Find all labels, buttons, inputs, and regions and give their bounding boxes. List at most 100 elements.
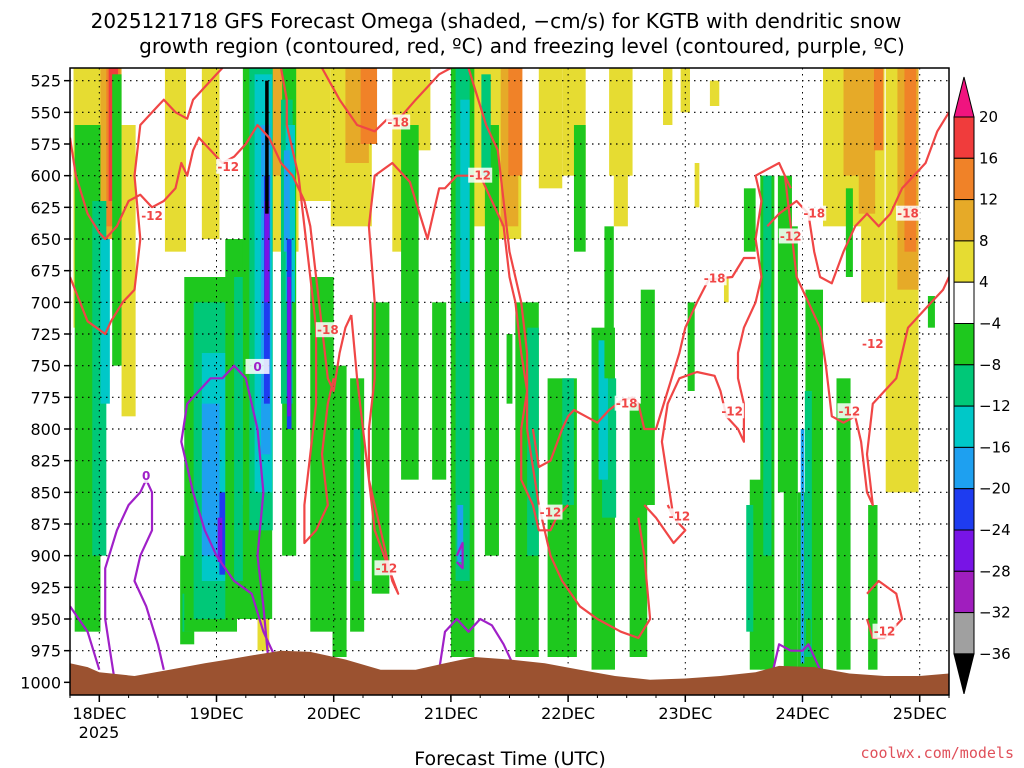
omega-cell <box>121 125 136 417</box>
contour-label: -12 <box>669 509 691 523</box>
dendritic-contour-line <box>783 175 949 507</box>
colorbar-swatch <box>953 116 975 159</box>
colorbar-swatch <box>953 405 975 448</box>
contour-label: -12 <box>141 209 163 223</box>
contour-label-bg <box>667 508 692 524</box>
omega-cell <box>836 378 851 670</box>
omega-cell <box>508 68 523 176</box>
omega-cell <box>604 226 614 379</box>
omega-shading <box>73 68 935 670</box>
omega-cell <box>460 99 470 303</box>
contour-label: -12 <box>469 169 491 183</box>
omega-cell <box>709 80 720 106</box>
omega-cell <box>609 68 633 176</box>
colorbar-label: −24 <box>979 521 1011 539</box>
colorbar-label: 8 <box>979 232 989 250</box>
omega-cell <box>873 68 884 151</box>
contour-label-bg <box>778 228 803 244</box>
contour-label: 0 <box>253 360 261 374</box>
y-tick-label: 600 <box>30 167 61 186</box>
omega-cell <box>743 188 756 252</box>
y-tick-label: 625 <box>30 198 61 217</box>
colorbar-label: 4 <box>979 273 989 291</box>
colorbar-label: −36 <box>979 645 1011 663</box>
colorbar-label: 12 <box>979 191 998 209</box>
omega-cell <box>332 365 347 657</box>
omega-cell <box>783 226 798 670</box>
colorbar-swatch <box>953 281 975 325</box>
freezing-contour-line <box>438 617 517 671</box>
y-tick-label: 850 <box>30 483 61 502</box>
colorbar-swatch <box>953 323 975 366</box>
colorbar-label: −4 <box>979 315 1001 333</box>
contour-label: -12 <box>862 337 884 351</box>
y-axis: 525 550 575 600 625 650 675 700 725 750 775 800 825 8… <box>20 72 70 692</box>
omega-cell <box>371 302 390 594</box>
dendritic-contours <box>70 68 949 640</box>
y-tick-label: 750 <box>30 357 61 376</box>
colorbar-label: −8 <box>979 356 1001 374</box>
chart-title-line-1: 2025121718 GFS Forecast Omega (shaded, −… <box>91 9 902 33</box>
omega-cell <box>100 239 110 404</box>
contour-label: -18 <box>803 207 825 221</box>
colorbar-label: −28 <box>979 562 1011 580</box>
omega-cell <box>217 517 223 562</box>
credit-text: coolwx.com/models <box>860 744 1014 762</box>
omega-cell <box>573 125 586 252</box>
contour-label: -18 <box>616 397 638 411</box>
omega-cell <box>484 125 499 556</box>
omega-cell <box>749 479 762 670</box>
freezing-contour-line <box>180 364 282 671</box>
colorbar-swatch <box>953 157 975 201</box>
colorbar-bottom-arrow <box>953 653 975 695</box>
omega-cell <box>613 175 628 227</box>
omega-cell <box>285 125 296 303</box>
y-tick-label: 1000 <box>20 673 61 692</box>
omega-cell <box>432 302 447 480</box>
terrain-fill <box>70 650 949 695</box>
omega-cell <box>287 277 291 417</box>
omega-cell <box>687 302 695 391</box>
contour-label-bg <box>245 358 270 374</box>
contour-label-bg <box>468 167 493 183</box>
contour-label: -12 <box>780 229 802 243</box>
y-tick-label: 925 <box>30 578 61 597</box>
contour-label: -12 <box>217 160 239 174</box>
omega-cell <box>112 74 122 366</box>
colorbar-swatch <box>953 529 975 572</box>
y-tick-label: 775 <box>30 388 61 407</box>
omega-cell <box>663 68 673 125</box>
omega-cell <box>694 163 700 208</box>
omega-cell <box>265 80 269 214</box>
omega-cell <box>506 334 513 404</box>
freezing-contour-line <box>455 541 464 570</box>
freezing-contour-line <box>772 643 822 671</box>
contour-label-bg <box>386 114 411 130</box>
chart-title-line-2: growth region (contoured, red, ºC) and f… <box>139 34 905 58</box>
contour-label-bg <box>614 395 639 411</box>
contour-label-bg <box>837 403 862 419</box>
dendritic-contour-line <box>660 161 792 518</box>
omega-cell <box>164 68 187 252</box>
omega-cell <box>858 68 876 214</box>
colorbar-top-arrow <box>953 76 975 118</box>
y-tick-label: 975 <box>30 642 61 661</box>
contour-label: -12 <box>721 404 743 418</box>
contour-label-bg <box>872 623 897 639</box>
contour-label-bg <box>895 205 920 221</box>
contour-label-bg <box>802 205 827 221</box>
y-tick-label: 550 <box>30 103 61 122</box>
x-year-label: 2025 <box>79 723 120 742</box>
contour-label-bg <box>216 158 241 174</box>
omega-cell <box>723 277 729 303</box>
dendritic-contour-line <box>70 68 224 336</box>
x-tick-label: 23DEC <box>658 704 712 723</box>
contour-label: -18 <box>704 271 726 285</box>
omega-cell <box>527 327 539 556</box>
y-tick-label: 725 <box>30 325 61 344</box>
colorbar-label: −16 <box>979 438 1011 456</box>
omega-cell <box>800 429 805 664</box>
omega-cell <box>401 125 419 480</box>
omega-cell <box>927 296 935 328</box>
dendritic-contour-line <box>350 161 569 595</box>
